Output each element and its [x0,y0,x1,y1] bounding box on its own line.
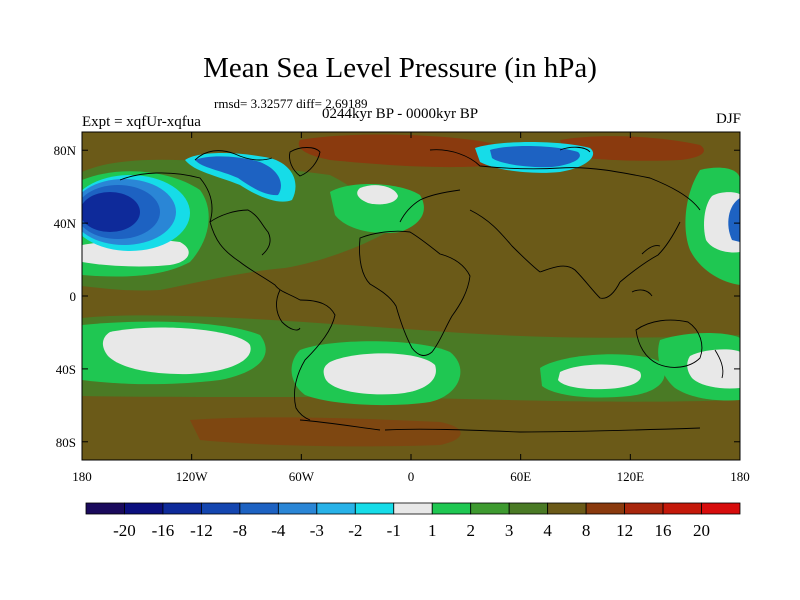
x-tick-label: 180 [730,469,750,484]
colorbar-label: 2 [466,521,475,540]
colorbar-label: -1 [387,521,401,540]
colorbar-label: -16 [152,521,175,540]
x-tick-label: 180 [72,469,92,484]
colorbar-label: 4 [543,521,552,540]
colorbar-label: -8 [233,521,247,540]
colorbar-swatch [162,502,202,515]
colorbar: -20 -16 -12 -8 -4 -3 -2 -1 1 2 3 4 8 12 16 20 [85,502,741,540]
colorbar-label: 1 [428,521,437,540]
y-tick-label: 80N [54,143,77,158]
colorbar-swatch [354,502,395,515]
colorbar-swatch [277,502,318,515]
colorbar-swatch [201,502,241,515]
coastlines [119,146,724,433]
colorbar-label: 20 [693,521,710,540]
x-tick-label: 120E [617,469,645,484]
colorbar-swatch [624,502,664,515]
y-tick-label: 40N [54,216,77,231]
season-label: DJF [715,111,741,127]
chart-title: Mean Sea Level Pressure (in hPa) [203,52,597,84]
map-field [82,132,740,460]
colorbar-swatch [393,502,433,515]
y-tick-label: 40S [56,362,76,377]
x-tick-label: 120W [176,469,209,484]
colorbar-swatch [508,502,549,515]
colorbar-label: -20 [113,521,136,540]
colorbar-swatch [662,502,702,515]
colorbar-label: 12 [616,521,633,540]
colorbar-label: 3 [505,521,514,540]
y-axis: 80N 40N 0 40S 80S [54,143,740,450]
period-text: 0244kyr BP - 0000kyr BP [321,106,479,122]
colorbar-label: -3 [310,521,324,540]
colorbar-swatch [316,502,356,515]
colorbar-label: -2 [348,521,362,540]
x-tick-label: 0 [408,469,415,484]
colorbar-label: 16 [655,521,672,540]
colorbar-label: -4 [271,521,286,540]
colorbar-swatch [547,502,587,515]
x-tick-label: 60E [510,469,531,484]
colorbar-swatch [701,502,741,515]
neutral-anomaly-areas [82,185,740,395]
x-tick-label: 60W [289,469,315,484]
colorbar-label: -12 [190,521,213,540]
low-pressure-anomalies [82,142,740,251]
colorbar-swatch [239,502,279,515]
colorbar-swatch [470,502,510,515]
y-tick-label: 0 [70,289,77,304]
colorbar-swatch [124,502,164,515]
experiment-label: Expt = xqfUr-xqfua [82,114,201,130]
stats-text: rmsd= 3.32577 diff= 2.69189 [214,96,368,111]
colorbar-swatch [585,502,625,515]
y-tick-label: 80S [56,435,76,450]
brown-bands [190,134,704,447]
colorbar-swatch [85,502,125,515]
colorbar-swatch [431,502,472,515]
x-axis: 180 120W 60W 0 60E 120E 180 [72,132,750,484]
colorbar-label: 8 [582,521,591,540]
